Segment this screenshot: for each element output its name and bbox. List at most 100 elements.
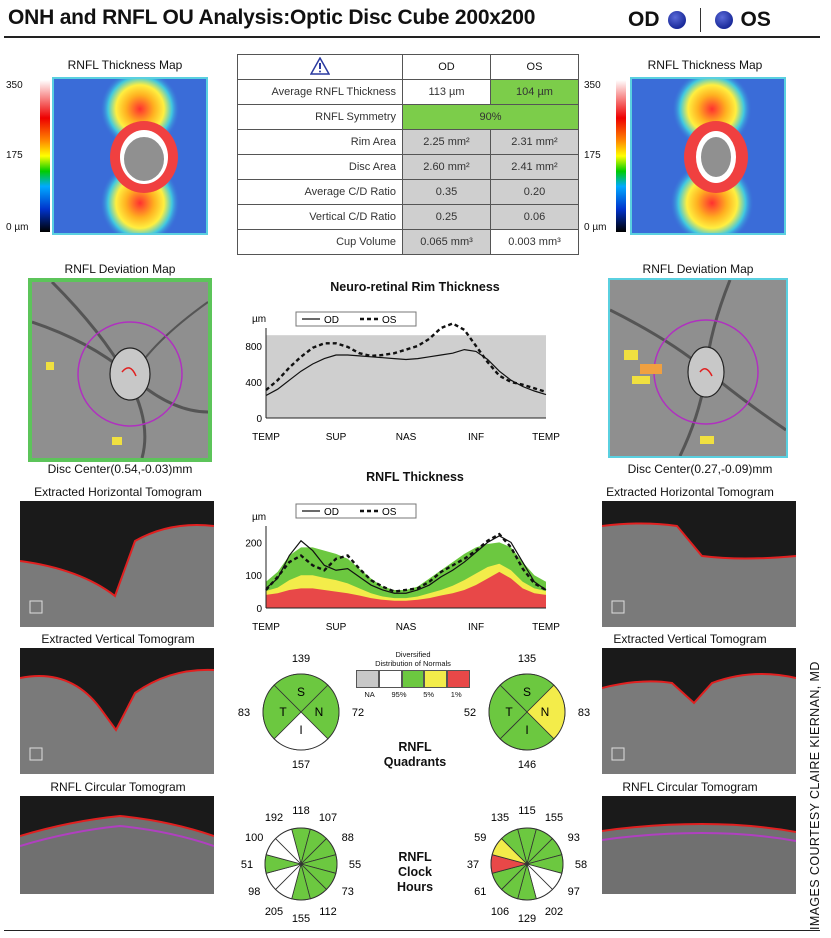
quadrant-outline (262, 673, 340, 751)
legend-yellow-swatch (424, 670, 448, 688)
od-scale-350: 350 (6, 80, 23, 91)
row-label: Average C/D Ratio (237, 179, 403, 205)
legend-red-swatch (447, 670, 470, 688)
clock-value: 129 (518, 913, 536, 925)
od-thickness-map (52, 77, 208, 235)
warning-icon (237, 54, 403, 80)
legend-na: NA (364, 690, 375, 699)
quadrant-letter: T (505, 705, 513, 719)
os-disc-center: Disc Center(0.27,-0.09)mm (627, 462, 773, 476)
os-vert-tomogram (602, 648, 796, 774)
clock-value: 155 (545, 812, 563, 824)
clock-value: 51 (241, 859, 253, 871)
os-vert-tomo-title: Extracted Vertical Tomogram (613, 632, 767, 646)
rnfl-symmetry: 90% (402, 104, 579, 130)
quadrant-letter: I (525, 723, 528, 737)
od-horiz-tomo-title: Extracted Horizontal Tomogram (34, 485, 202, 499)
quadrant-letter: S (523, 685, 531, 699)
quadrant-letter: N (541, 705, 550, 719)
y-unit-label: µm (252, 314, 266, 325)
clock-label: RNFL Clock Hours (380, 850, 450, 895)
row-label: Average RNFL Thickness (237, 79, 403, 105)
os-circ-tomo-title: RNFL Circular Tomogram (622, 780, 758, 794)
legend-95: 95% (391, 690, 407, 699)
od-horiz-tomogram (20, 501, 214, 627)
x-tick-label: INF (468, 622, 484, 633)
quadrant-value: 72 (352, 707, 364, 719)
od-thickness-map-title: RNFL Thickness Map (67, 58, 183, 72)
clock-value: 59 (474, 832, 486, 844)
row-label: Rim Area (237, 129, 403, 155)
y-tick-label: 800 (245, 342, 262, 353)
clock-value: 93 (568, 832, 580, 844)
os-horiz-tomo-title: Extracted Horizontal Tomogram (606, 485, 774, 499)
series-od-line (265, 348, 547, 397)
clock-value: 135 (491, 812, 509, 824)
y-tick-label: 400 (245, 378, 262, 389)
x-tick-label: NAS (396, 622, 417, 633)
clock-value: 98 (248, 886, 260, 898)
od-avg-cd: 0.35 (402, 179, 491, 205)
clock-value: 100 (245, 832, 263, 844)
od-deviation-title: RNFL Deviation Map (64, 262, 176, 276)
row-label: Cup Volume (237, 229, 403, 255)
od-label: OD (628, 8, 660, 31)
clock-label-2: Clock (397, 865, 433, 879)
od-disc-center: Disc Center(0.54,-0.03)mm (47, 462, 193, 476)
x-tick-label: TEMP (532, 622, 560, 633)
x-tick-label: TEMP (252, 432, 280, 443)
quadrant-value: 157 (292, 759, 310, 770)
os-disc-area: 2.41 mm² (490, 154, 579, 180)
series-os-line (265, 322, 547, 394)
clock-value: 61 (474, 886, 486, 898)
legend-label: OD (324, 507, 339, 518)
divider (699, 8, 701, 32)
od-color-scale (40, 80, 50, 232)
page-title: ONH and RNFL OU Analysis:Optic Disc Cube… (8, 6, 536, 29)
legend-green-swatch (401, 670, 425, 688)
os-dot-icon (714, 11, 733, 29)
y-tick-label: 0 (256, 604, 262, 615)
od-vert-cd: 0.25 (402, 204, 491, 230)
clock-value: 115 (518, 805, 536, 817)
od-vert-tomo-title: Extracted Vertical Tomogram (41, 632, 195, 646)
legend-white-swatch (378, 670, 402, 688)
quadrant-letter: I (299, 723, 302, 737)
os-circ-tomogram (602, 796, 796, 894)
row-label: Vertical C/D Ratio (237, 204, 403, 230)
legend-label: OS (382, 507, 397, 518)
chart-legend: OD OS (295, 311, 417, 327)
clock-value: 73 (342, 886, 354, 898)
clock-label-3: Hours (396, 880, 434, 894)
os-deviation-map (608, 278, 788, 458)
quadrant-letter: T (279, 705, 287, 719)
row-label: Disc Area (237, 154, 403, 180)
col-od: OD (402, 54, 491, 80)
os-avg-rnfl: 104 µm (490, 79, 579, 105)
od-avg-rnfl: 113 µm (402, 79, 491, 105)
os-avg-cd: 0.20 (490, 179, 579, 205)
chart-legend: OD OS (295, 503, 417, 519)
clock-value: 112 (319, 906, 337, 918)
legend-5: 5% (423, 690, 435, 699)
y-tick-label: 100 (245, 571, 262, 582)
od-disc-area: 2.60 mm² (402, 154, 491, 180)
header-rule (4, 36, 820, 38)
os-color-scale (616, 80, 626, 232)
legend-title: Distribution of Normals (375, 659, 451, 668)
os-thickness-map (630, 77, 786, 235)
x-tick-label: TEMP (252, 622, 280, 633)
od-circ-tomo-title: RNFL Circular Tomogram (50, 780, 186, 794)
normals-legend: Diversified Distribution of Normals NA 9… (356, 650, 470, 699)
quadrant-value: 146 (518, 759, 536, 770)
os-thickness-map-title: RNFL Thickness Map (647, 58, 763, 72)
y-tick-label: 200 (245, 538, 262, 549)
quadrant-outline (488, 673, 566, 751)
os-scale-175: 175 (584, 150, 601, 161)
os-clock-chart: 115 155 93 58 97 202 129 106 61 37 59 135 (467, 805, 587, 925)
legend-1: 1% (450, 690, 462, 699)
quadrant-letter: N (315, 705, 324, 719)
od-cup-volume: 0.065 mm³ (402, 229, 491, 255)
